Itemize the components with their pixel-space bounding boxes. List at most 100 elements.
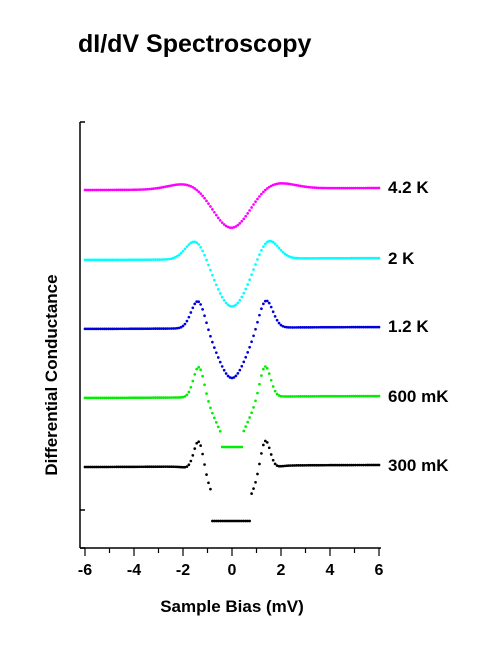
x-tick-label: 2 — [277, 562, 286, 579]
data-point — [248, 346, 251, 349]
data-point — [215, 214, 218, 217]
data-point — [240, 365, 243, 368]
data-point — [256, 473, 259, 476]
data-point — [237, 302, 240, 305]
data-point — [274, 315, 277, 318]
data-point — [252, 203, 255, 206]
data-point — [191, 306, 194, 309]
data-point — [276, 319, 279, 322]
data-point — [262, 368, 265, 371]
data-point — [256, 392, 259, 395]
data-point — [278, 247, 281, 250]
data-point — [258, 253, 261, 256]
data-point — [221, 296, 224, 299]
data-point — [260, 452, 263, 455]
data-point — [203, 254, 206, 257]
data-point — [189, 386, 192, 389]
data-point — [254, 481, 257, 484]
data-point — [225, 302, 228, 305]
data-point — [254, 263, 257, 266]
data-point — [268, 302, 271, 305]
data-point — [268, 446, 271, 449]
data-point — [254, 200, 257, 203]
data-point — [191, 454, 194, 457]
data-point — [272, 459, 275, 462]
data-point — [274, 390, 277, 393]
data-point — [250, 411, 253, 414]
data-point — [205, 473, 208, 476]
data-point — [238, 222, 241, 225]
data-point — [242, 361, 245, 364]
x-tick-label: 4 — [326, 562, 335, 579]
data-point — [256, 321, 259, 324]
data-point — [248, 209, 251, 212]
data-point — [215, 421, 218, 424]
x-ticks: -6 -4 -2 0 2 4 6 — [78, 548, 384, 579]
data-point — [266, 300, 269, 303]
x-tick-label: -4 — [127, 562, 141, 579]
data-point — [256, 258, 259, 261]
data-point — [223, 369, 226, 372]
data-point — [207, 264, 210, 267]
x-tick-label: 0 — [228, 562, 237, 579]
data-point — [219, 361, 222, 364]
data-point — [221, 365, 224, 368]
data-point — [260, 193, 263, 196]
data-point — [252, 268, 255, 271]
data-point — [188, 463, 191, 466]
data-point — [237, 372, 240, 375]
data-point — [209, 488, 212, 491]
data-point — [182, 250, 185, 253]
data-point — [280, 249, 283, 252]
data-point — [235, 375, 238, 378]
data-point — [219, 219, 222, 222]
data-point — [209, 406, 212, 409]
data-point — [203, 383, 206, 386]
data-point — [240, 220, 243, 223]
data-point — [248, 278, 251, 281]
data-point — [199, 368, 202, 371]
data-point — [209, 335, 212, 338]
data-point — [199, 444, 202, 447]
data-point — [207, 202, 210, 205]
data-point — [201, 375, 204, 378]
data-point — [201, 453, 204, 456]
data-point — [201, 195, 204, 198]
data-point — [270, 379, 273, 382]
data-point — [189, 460, 192, 463]
data-point — [270, 453, 273, 456]
data-point — [254, 400, 257, 403]
data-point — [378, 187, 381, 190]
data-point — [219, 292, 222, 295]
data-point — [262, 444, 265, 447]
data-point — [188, 316, 191, 319]
data-point — [238, 299, 241, 302]
data-point — [203, 197, 206, 200]
data-point — [207, 481, 210, 484]
data-point — [262, 191, 265, 194]
data-point — [211, 208, 214, 211]
data-point — [191, 380, 194, 383]
data-point — [260, 307, 263, 310]
data-point — [266, 367, 269, 370]
data-point — [256, 198, 259, 201]
data-point — [268, 372, 271, 375]
data-point — [207, 328, 210, 331]
data-point — [264, 242, 267, 245]
data-point — [276, 244, 279, 247]
data-point — [203, 314, 206, 317]
data-point — [278, 322, 281, 325]
data-point — [260, 249, 263, 252]
data-point — [213, 417, 216, 420]
data-point — [213, 279, 216, 282]
data-point — [199, 303, 202, 306]
data-point — [209, 269, 212, 272]
curves — [84, 182, 381, 522]
data-point — [201, 308, 204, 311]
data-point — [221, 221, 224, 224]
data-point — [250, 340, 253, 343]
data-point — [246, 283, 249, 286]
data-point — [186, 394, 189, 397]
data-point — [213, 211, 216, 214]
